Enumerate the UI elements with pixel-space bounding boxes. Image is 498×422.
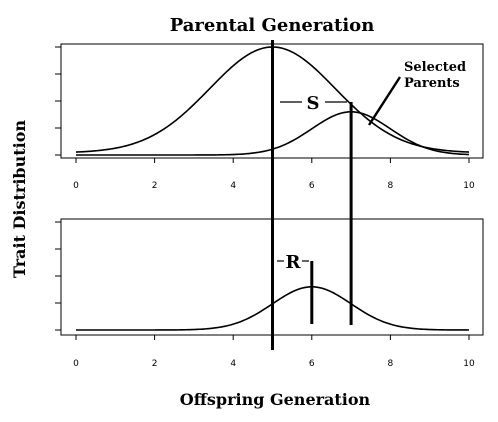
x-tick-label: 8 bbox=[388, 359, 394, 369]
x-tick-label: 0 bbox=[73, 181, 79, 191]
x-tick-label: 6 bbox=[309, 181, 315, 191]
selected-parents-label-line2: Parents bbox=[404, 76, 460, 91]
x-tick-label: 2 bbox=[152, 359, 158, 369]
markers-layer bbox=[271, 40, 353, 350]
selected-parents-label-line1: Selected bbox=[404, 60, 466, 75]
x-tick-label: 10 bbox=[463, 181, 475, 191]
x-axis-title: Offspring Generation bbox=[180, 390, 371, 409]
chart-title: Parental Generation bbox=[170, 15, 375, 36]
x-tick-label: 4 bbox=[230, 181, 236, 191]
selected-parents-pointer bbox=[367, 76, 402, 126]
response-label: R bbox=[286, 252, 302, 273]
ticks-layer: 0 2 4 6 8 10 0 2 4 6 8 10 bbox=[55, 46, 475, 369]
x-tick-label: 4 bbox=[230, 359, 236, 369]
x-tick-label: 8 bbox=[388, 181, 394, 191]
x-tick-label: 0 bbox=[73, 359, 79, 369]
x-tick-label: 10 bbox=[463, 359, 475, 369]
x-tick-label: 2 bbox=[152, 181, 158, 191]
selection-differential-label: S bbox=[307, 93, 320, 114]
y-axis-title: Trait Distribution bbox=[10, 120, 29, 278]
x-tick-label: 6 bbox=[309, 359, 315, 369]
